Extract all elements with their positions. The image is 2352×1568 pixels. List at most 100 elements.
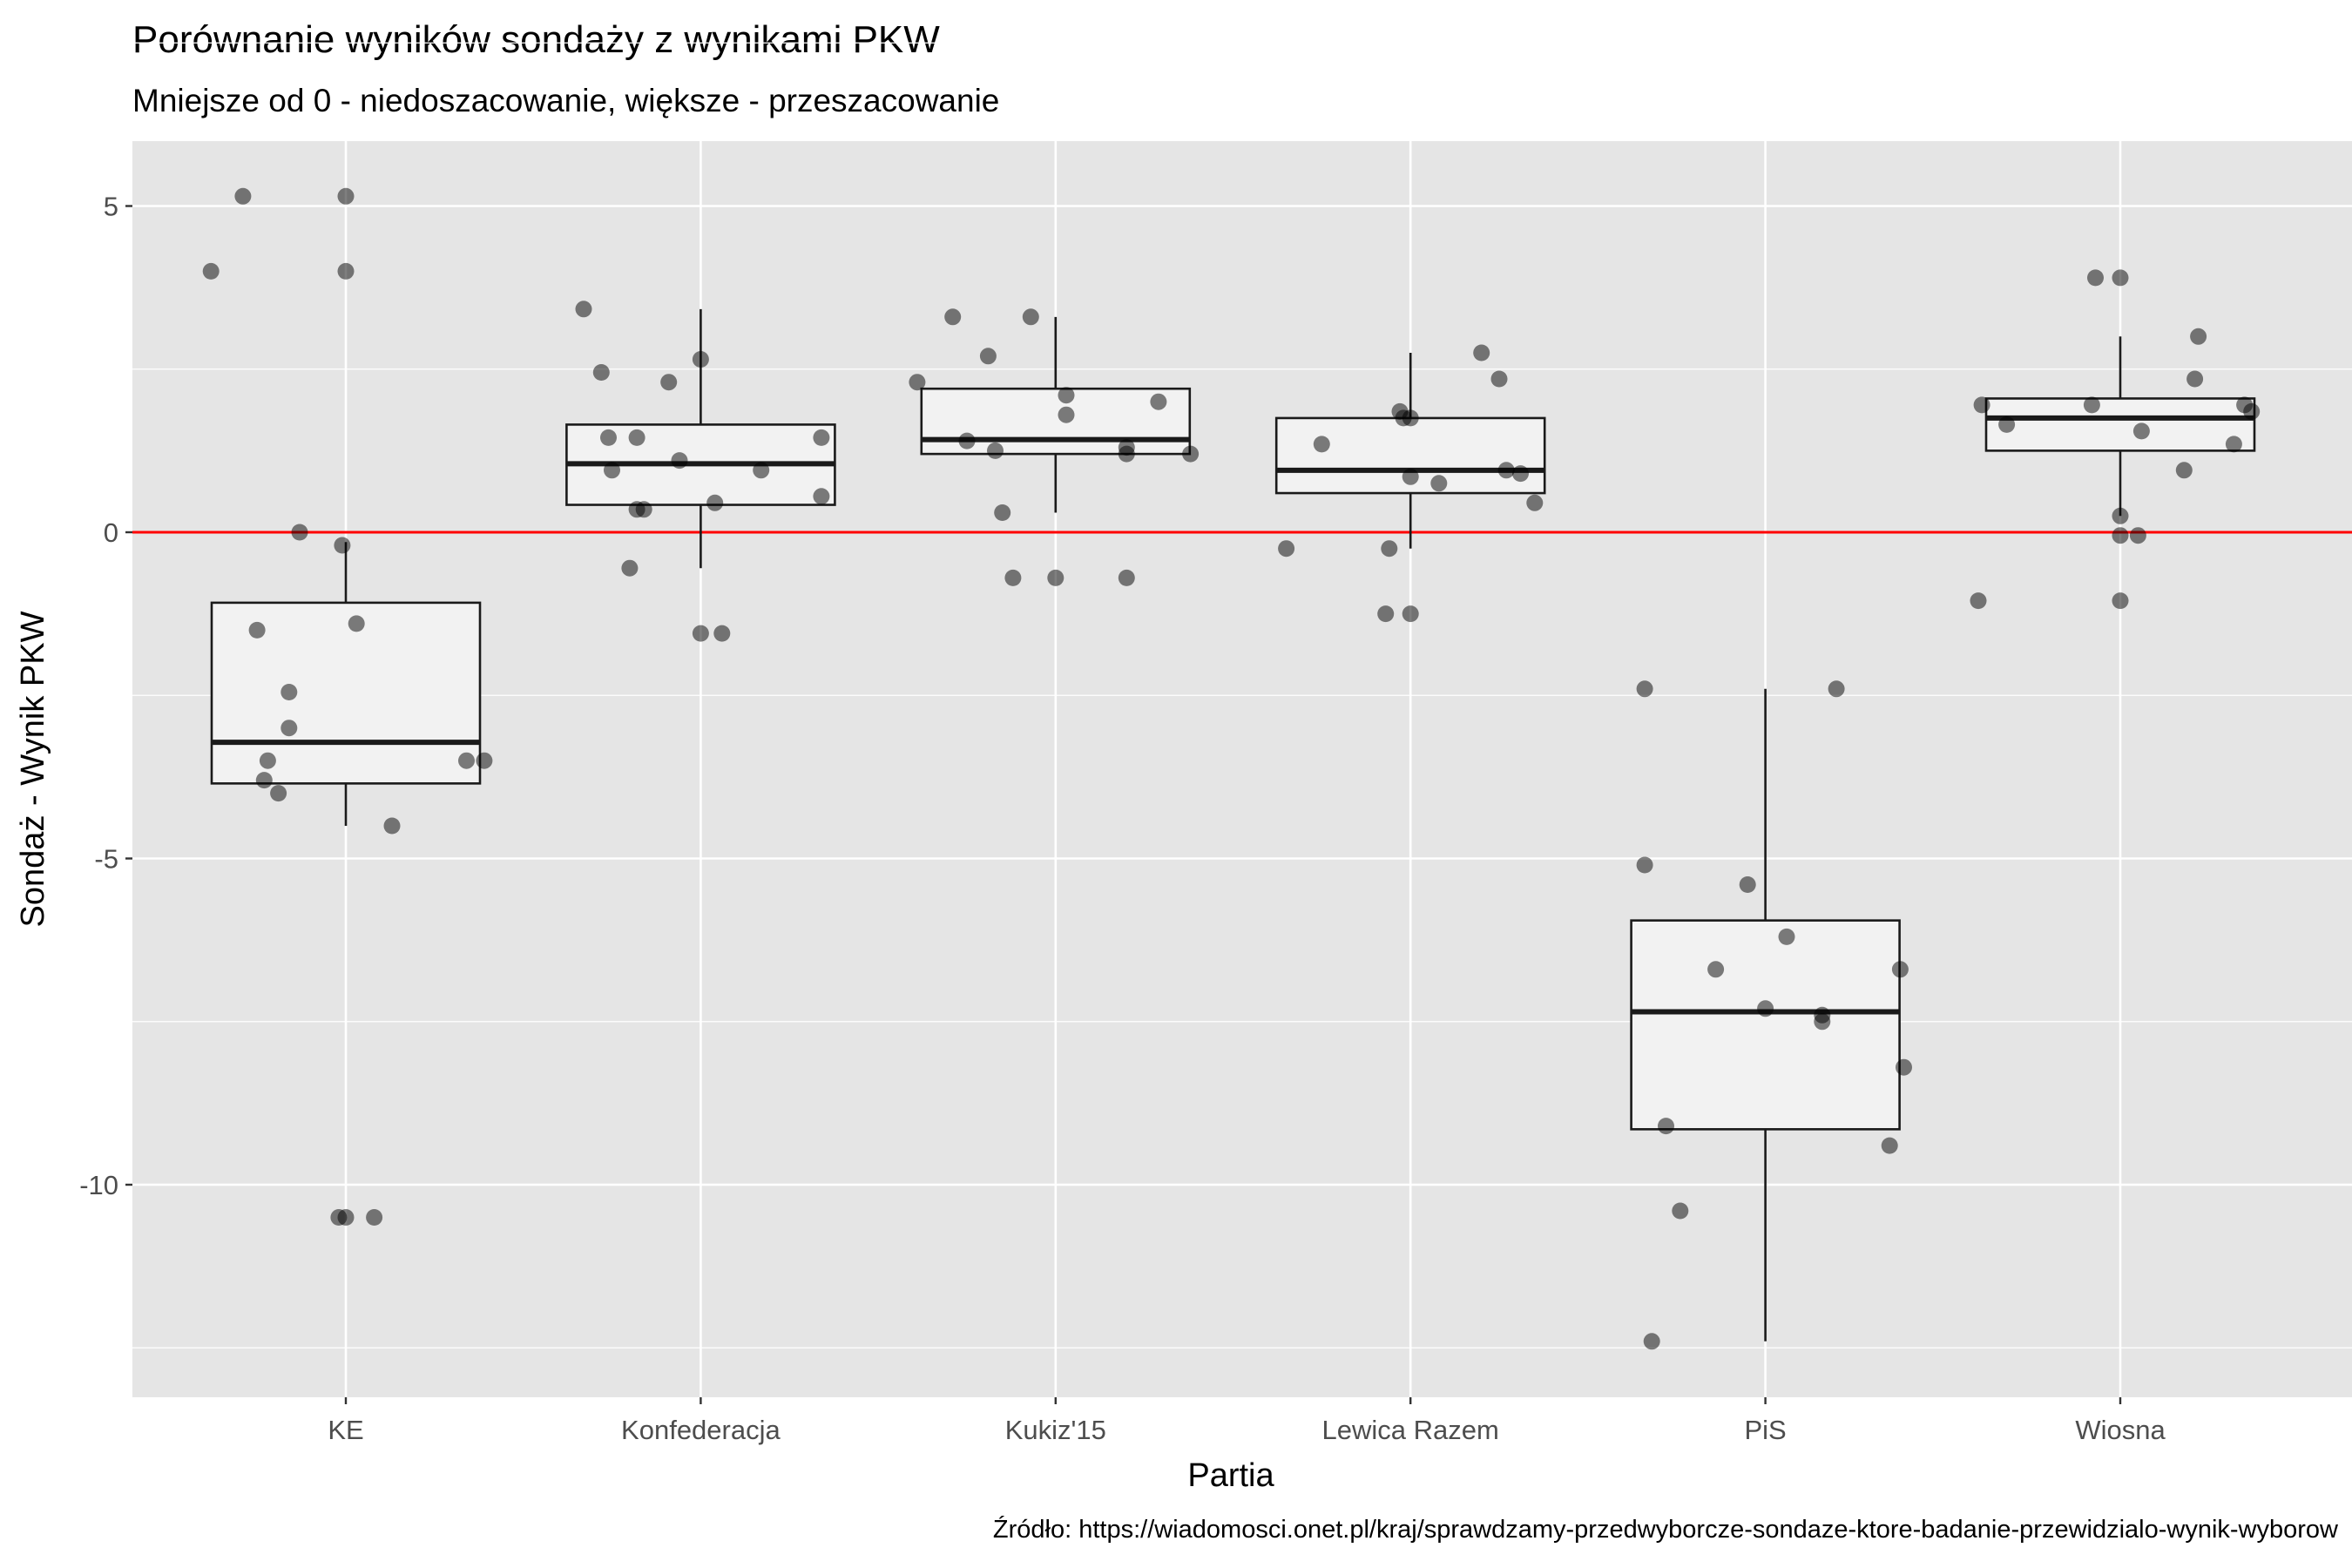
data-point-lewica-razem bbox=[1278, 540, 1295, 558]
data-point-wiosna bbox=[2186, 370, 2204, 388]
axes: 5 0 -5 -10 KE Konfederacja Kukiz'15 Lewica Raze… bbox=[79, 192, 2166, 1446]
data-point-pis bbox=[1672, 1202, 1689, 1220]
data-point-kukiz-15 bbox=[1058, 406, 1075, 423]
data-point-wiosna bbox=[2112, 592, 2129, 610]
box-iqr bbox=[1630, 919, 1901, 1131]
y-tick-label: 5 bbox=[104, 192, 118, 222]
data-point-ke bbox=[259, 752, 276, 769]
data-point-pis bbox=[1739, 876, 1756, 893]
data-point-konfederacja bbox=[753, 462, 770, 479]
data-point-kukiz-15 bbox=[1118, 445, 1135, 463]
data-point-wiosna bbox=[2129, 527, 2146, 544]
data-point-kukiz-15 bbox=[1182, 445, 1200, 463]
box-iqr bbox=[1984, 397, 2256, 452]
data-point-ke bbox=[458, 752, 475, 769]
plot-panel bbox=[132, 141, 2352, 1397]
x-tick-label-ke: KE bbox=[328, 1415, 363, 1445]
data-point-pis bbox=[1658, 1118, 1674, 1135]
source-caption: Źródło: https://wiadomosci.onet.pl/kraj/… bbox=[993, 1515, 2339, 1544]
data-point-lewica-razem bbox=[1526, 494, 1544, 511]
data-point-pis bbox=[1896, 1058, 1912, 1076]
data-point-pis bbox=[1707, 961, 1725, 978]
data-point-wiosna bbox=[2132, 422, 2150, 440]
data-point-ke bbox=[280, 720, 298, 737]
data-point-lewica-razem bbox=[1402, 605, 1419, 623]
data-point-wiosna bbox=[1998, 416, 2016, 433]
data-point-pis bbox=[1643, 1333, 1660, 1350]
data-point-lewica-razem bbox=[1402, 409, 1419, 427]
data-point-ke bbox=[280, 684, 298, 700]
y-tick-label: -10 bbox=[79, 1170, 118, 1200]
data-point-pis bbox=[1778, 928, 1795, 945]
data-point-ke bbox=[291, 524, 308, 541]
data-point-ke bbox=[337, 187, 355, 205]
boxplot-pis bbox=[1630, 688, 1901, 1342]
data-point-kukiz-15 bbox=[958, 432, 976, 449]
data-point-konfederacja bbox=[660, 374, 678, 391]
data-point-kukiz-15 bbox=[1058, 387, 1075, 404]
data-point-wiosna bbox=[2087, 269, 2104, 287]
data-point-ke bbox=[234, 187, 252, 205]
data-point-ke bbox=[366, 1209, 383, 1226]
x-tick-label-konfederacja: Konfederacja bbox=[621, 1415, 781, 1445]
data-point-pis bbox=[1636, 856, 1653, 874]
data-point-pis bbox=[1757, 1000, 1774, 1017]
x-tick-label-wiosna: Wiosna bbox=[2075, 1415, 2166, 1445]
data-point-ke bbox=[337, 1209, 355, 1226]
data-point-ke bbox=[348, 615, 365, 632]
data-point-pis bbox=[1891, 961, 1909, 978]
data-point-kukiz-15 bbox=[994, 504, 1011, 521]
x-axis-title: Partia bbox=[1187, 1457, 1274, 1494]
data-point-wiosna bbox=[2112, 269, 2129, 287]
data-point-konfederacja bbox=[813, 429, 830, 446]
data-point-wiosna bbox=[2112, 527, 2129, 544]
data-point-ke bbox=[476, 752, 493, 769]
data-point-wiosna bbox=[2112, 507, 2129, 524]
data-point-lewica-razem bbox=[1402, 468, 1419, 485]
data-point-ke bbox=[255, 772, 273, 789]
data-point-pis bbox=[1636, 680, 1653, 698]
y-tick-label: 0 bbox=[104, 517, 118, 548]
x-tick-label-pis: PiS bbox=[1744, 1415, 1786, 1445]
data-point-konfederacja bbox=[575, 301, 592, 318]
data-point-kukiz-15 bbox=[1022, 308, 1039, 326]
y-axis-title: Sondaż - Wynik PKW bbox=[15, 611, 51, 927]
data-point-pis bbox=[1881, 1137, 1898, 1154]
chart-subtitle: Mniejsze od 0 - niedoszacowanie, większe… bbox=[132, 83, 999, 118]
data-point-ke bbox=[270, 785, 287, 802]
data-point-konfederacja bbox=[635, 501, 652, 518]
data-point-kukiz-15 bbox=[1150, 393, 1167, 410]
data-point-konfederacja bbox=[671, 452, 688, 470]
data-point-wiosna bbox=[2225, 436, 2242, 453]
data-point-wiosna bbox=[2190, 328, 2207, 345]
data-point-konfederacja bbox=[713, 625, 731, 642]
data-point-wiosna bbox=[2243, 402, 2261, 420]
y-tick-label: -5 bbox=[94, 844, 118, 875]
data-point-lewica-razem bbox=[1473, 344, 1490, 362]
data-point-kukiz-15 bbox=[1118, 569, 1135, 586]
data-point-pis bbox=[1828, 680, 1845, 698]
data-point-lewica-razem bbox=[1430, 475, 1448, 492]
data-point-konfederacja bbox=[706, 494, 724, 511]
data-point-pis bbox=[1814, 1013, 1831, 1031]
data-point-kukiz-15 bbox=[909, 374, 926, 391]
data-point-kukiz-15 bbox=[987, 442, 1004, 459]
data-point-konfederacja bbox=[813, 488, 830, 505]
data-point-ke bbox=[248, 621, 266, 639]
data-point-konfederacja bbox=[692, 625, 709, 642]
data-point-ke bbox=[383, 817, 401, 835]
data-point-lewica-razem bbox=[1512, 465, 1529, 483]
data-point-lewica-razem bbox=[1497, 462, 1515, 479]
x-tick-label-kukiz-15: Kukiz'15 bbox=[1005, 1415, 1106, 1445]
data-point-konfederacja bbox=[621, 559, 639, 577]
data-point-ke bbox=[334, 537, 351, 554]
data-point-konfederacja bbox=[600, 429, 617, 446]
data-point-kukiz-15 bbox=[944, 308, 962, 326]
data-point-wiosna bbox=[2083, 396, 2100, 414]
data-point-wiosna bbox=[1970, 592, 1987, 610]
points bbox=[202, 187, 2261, 1350]
data-point-kukiz-15 bbox=[1004, 569, 1022, 586]
data-point-lewica-razem bbox=[1490, 370, 1508, 388]
data-point-wiosna bbox=[2175, 462, 2193, 479]
